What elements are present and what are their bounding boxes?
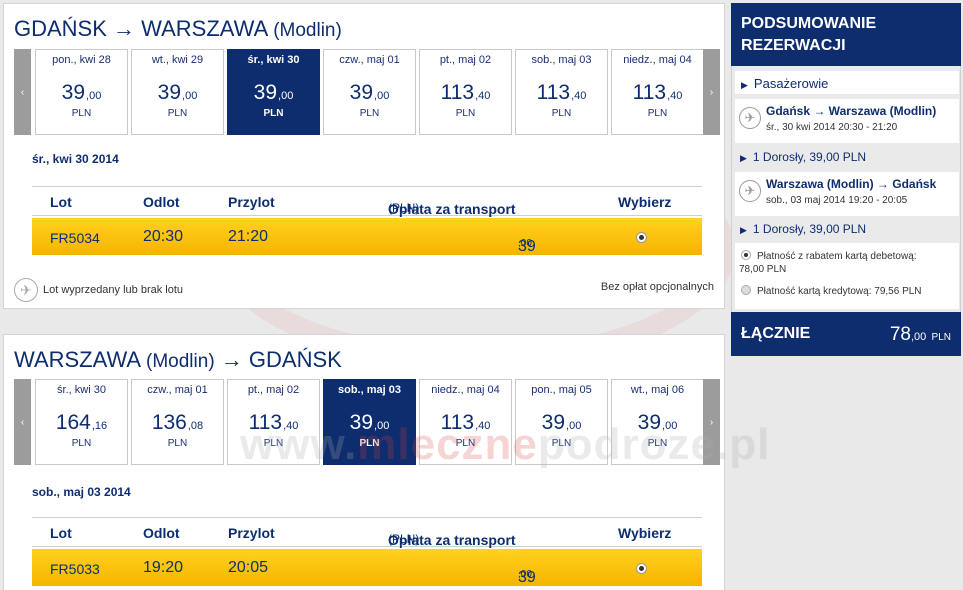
radio-unselected[interactable] bbox=[741, 285, 751, 295]
col-lot: Lot bbox=[50, 525, 72, 541]
inbound-route-title: WARSZAWA (Modlin) → GDAŃSK bbox=[14, 347, 342, 372]
booking-summary-header: PODSUMOWANIE REZERWACJI bbox=[731, 3, 961, 66]
outbound-route-title: GDAŃSK → WARSZAWA (Modlin) bbox=[14, 16, 342, 41]
outbound-selected-date: śr., kwi 30 2014 bbox=[32, 152, 119, 166]
outbound-flight-table-header: Lot Odlot Przylot Opłata za transport (P… bbox=[32, 186, 702, 217]
total-price-bar: ŁĄCZNIE 78,00 PLN bbox=[731, 312, 961, 356]
flight-code: FR5034 bbox=[50, 230, 100, 246]
col-przylot: Przylot bbox=[228, 194, 275, 210]
inbound-next-arrow[interactable]: › bbox=[703, 379, 720, 465]
summary-segment-outbound: ✈ Gdańsk → Warszawa (Modlin) śr., 30 kwi… bbox=[735, 99, 959, 143]
departure-time: 20:30 bbox=[143, 228, 184, 245]
inbound-day-2[interactable]: pt., maj 02 113,40 PLN bbox=[227, 379, 320, 465]
departure-time: 19:20 bbox=[143, 559, 184, 576]
triangle-right-icon: ▶ bbox=[740, 225, 747, 235]
inbound-flight-table-header: Lot Odlot Przylot Opłata za transport (P… bbox=[32, 517, 702, 548]
flight-code: FR5033 bbox=[50, 561, 100, 577]
inbound-day-0[interactable]: śr., kwi 30 164,16 PLN bbox=[35, 379, 128, 465]
inbound-day-1[interactable]: czw., maj 01 136,08 PLN bbox=[131, 379, 224, 465]
plane-icon: ✈ bbox=[739, 180, 761, 202]
pay-credit-option[interactable]: Płatność kartą kredytową: 79,56 PLN bbox=[741, 285, 922, 297]
inbound-date-carousel: ‹ śr., kwi 30 164,16 PLN czw., maj 01 13… bbox=[14, 379, 720, 465]
outbound-date-carousel: ‹ pon., kwi 28 39,00 PLN wt., kwi 29 39,… bbox=[14, 49, 720, 135]
triangle-right-icon: ▶ bbox=[741, 80, 748, 90]
inbound-day-5[interactable]: pon., maj 05 39,00 PLN bbox=[515, 379, 608, 465]
col-odlot: Odlot bbox=[143, 194, 180, 210]
col-wybierz: Wybierz bbox=[618, 194, 672, 210]
plane-icon: ✈ bbox=[739, 107, 761, 129]
booking-summary-panel: ▶ Pasażerowie ✈ Gdańsk → Warszawa (Modlin… bbox=[731, 66, 961, 312]
outbound-next-arrow[interactable]: › bbox=[703, 49, 720, 135]
outbound-day-2-selected[interactable]: śr., kwi 30 39,00 PLN bbox=[227, 49, 320, 135]
col-przylot: Przylot bbox=[228, 525, 275, 541]
outbound-prev-arrow[interactable]: ‹ bbox=[14, 49, 31, 135]
outbound-day-5[interactable]: sob., maj 03 113,40 PLN bbox=[515, 49, 608, 135]
col-lot: Lot bbox=[50, 194, 72, 210]
inbound-adult-toggle[interactable]: ▶ 1 Dorosły, 39,00 PLN bbox=[740, 222, 867, 236]
pay-debit-amount: 78,00 PLN bbox=[739, 264, 787, 275]
total-amount: 78,00 PLN bbox=[889, 324, 951, 345]
outbound-day-4[interactable]: pt., maj 02 113,40 PLN bbox=[419, 49, 512, 135]
payment-options: Płatność z rabatem kartą debetową: 78,00… bbox=[735, 243, 959, 309]
pay-debit-option[interactable]: Płatność z rabatem kartą debetową: bbox=[741, 250, 917, 262]
triangle-right-icon: ▶ bbox=[740, 153, 747, 163]
outbound-select-radio[interactable] bbox=[636, 232, 647, 243]
arrival-time: 20:05 bbox=[228, 559, 269, 576]
radio-selected[interactable] bbox=[741, 250, 751, 260]
outbound-day-1[interactable]: wt., kwi 29 39,00 PLN bbox=[131, 49, 224, 135]
outbound-adult-toggle[interactable]: ▶ 1 Dorosły, 39,00 PLN bbox=[740, 150, 867, 164]
inbound-day-4[interactable]: niedz., maj 04 113,40 PLN bbox=[419, 379, 512, 465]
col-wybierz: Wybierz bbox=[618, 525, 672, 541]
outbound-day-3[interactable]: czw., maj 01 39,00 PLN bbox=[323, 49, 416, 135]
no-optional-fees-note: Bez opłat opcjonalnych bbox=[600, 281, 714, 293]
inbound-flight-panel: WARSZAWA (Modlin) → GDAŃSK ‹ śr., kwi 30… bbox=[3, 334, 725, 590]
inbound-day-3-selected[interactable]: sob., maj 03 39,00 PLN bbox=[323, 379, 416, 465]
passengers-toggle[interactable]: ▶ Pasażerowie bbox=[735, 71, 959, 94]
inbound-day-6[interactable]: wt., maj 06 39,00 PLN bbox=[611, 379, 704, 465]
plane-icon: ✈ bbox=[14, 278, 38, 302]
inbound-prev-arrow[interactable]: ‹ bbox=[14, 379, 31, 465]
inbound-flight-row[interactable]: FR5033 19:20 20:05 39,00 bbox=[32, 549, 702, 586]
col-odlot: Odlot bbox=[143, 525, 180, 541]
inbound-selected-date: sob., maj 03 2014 bbox=[32, 485, 131, 499]
outbound-day-6[interactable]: niedz., maj 04 113,40 PLN bbox=[611, 49, 704, 135]
outbound-flight-panel: GDAŃSK → WARSZAWA (Modlin) ‹ pon., kwi 2… bbox=[3, 3, 725, 309]
arrival-time: 21:20 bbox=[228, 228, 269, 245]
outbound-day-0[interactable]: pon., kwi 28 39,00 PLN bbox=[35, 49, 128, 135]
outbound-flight-row[interactable]: FR5034 20:30 21:20 39,00 bbox=[32, 218, 702, 255]
summary-segment-inbound: ✈ Warszawa (Modlin) → Gdańsk sob., 03 ma… bbox=[735, 172, 959, 216]
inbound-select-radio[interactable] bbox=[636, 563, 647, 574]
sold-out-legend: ✈ Lot wyprzedany lub brak lotu bbox=[14, 278, 183, 302]
